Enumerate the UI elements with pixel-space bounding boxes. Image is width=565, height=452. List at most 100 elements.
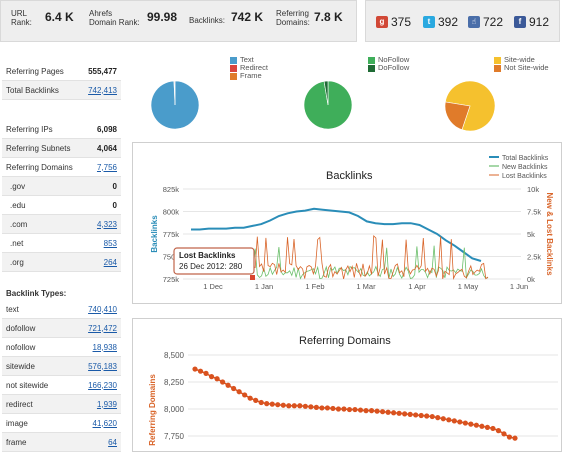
- google-share[interactable]: g 375: [376, 15, 411, 29]
- data-point[interactable]: [302, 403, 308, 409]
- data-point[interactable]: [330, 405, 336, 412]
- row-label: .edu: [10, 200, 26, 210]
- data-point[interactable]: [242, 392, 248, 398]
- legend-item[interactable]: Redirect: [230, 64, 268, 72]
- data-point[interactable]: [512, 435, 518, 441]
- row-label: .gov: [10, 181, 26, 191]
- legend-item[interactable]: NoFollow: [368, 56, 409, 64]
- data-point[interactable]: [446, 417, 452, 423]
- row-value-link[interactable]: 740,410: [88, 304, 117, 314]
- twitter-share[interactable]: t 392: [423, 15, 458, 29]
- data-point[interactable]: [324, 405, 331, 411]
- data-point[interactable]: [275, 402, 281, 408]
- data-point[interactable]: [203, 370, 209, 376]
- data-point[interactable]: [374, 408, 380, 414]
- data-point[interactable]: [490, 425, 496, 432]
- data-point[interactable]: [225, 382, 231, 388]
- data-point[interactable]: [308, 404, 314, 410]
- legend-item[interactable]: Text: [230, 56, 268, 64]
- data-point[interactable]: [258, 399, 264, 406]
- total-backlinks-line[interactable]: [191, 207, 482, 262]
- x-tick-label: 1 May: [458, 282, 479, 291]
- data-point[interactable]: [473, 422, 479, 428]
- legend-item[interactable]: Not Site-wide: [494, 64, 549, 72]
- data-point[interactable]: [402, 411, 408, 417]
- table-row: Total Backlinks 742,413: [2, 81, 121, 100]
- data-point[interactable]: [346, 406, 353, 413]
- data-point[interactable]: [335, 406, 342, 412]
- data-point[interactable]: [440, 416, 446, 422]
- data-point[interactable]: [297, 403, 303, 409]
- lost-backlinks-line[interactable]: [252, 234, 489, 280]
- data-point[interactable]: [253, 397, 259, 403]
- pie-slice[interactable]: [323, 80, 329, 106]
- row-value-link[interactable]: 4,323: [96, 219, 117, 229]
- tooltip-value: 26 Dec 2012: 280: [179, 262, 243, 271]
- refdomains-line[interactable]: [194, 368, 516, 439]
- data-point[interactable]: [424, 413, 430, 419]
- data-point[interactable]: [435, 415, 441, 421]
- data-point[interactable]: [313, 404, 319, 410]
- data-point[interactable]: [247, 395, 253, 401]
- new-backlinks-line[interactable]: [252, 245, 489, 280]
- data-point[interactable]: [479, 423, 485, 429]
- row-value-link[interactable]: 7,756: [96, 162, 117, 172]
- data-point[interactable]: [506, 434, 513, 440]
- data-point[interactable]: [280, 402, 286, 408]
- facebook-share[interactable]: f 912: [514, 15, 549, 29]
- data-point[interactable]: [192, 366, 198, 372]
- data-point[interactable]: [219, 379, 226, 385]
- data-point[interactable]: [197, 368, 204, 374]
- data-point[interactable]: [391, 410, 397, 416]
- data-point[interactable]: [291, 403, 297, 409]
- data-point[interactable]: [468, 421, 474, 427]
- like-share[interactable]: ☝ 722: [468, 15, 503, 29]
- table-row: .gov 0: [2, 177, 121, 196]
- legend-item[interactable]: Frame: [230, 72, 268, 80]
- legend-swatch: [494, 56, 501, 64]
- data-point[interactable]: [457, 419, 463, 425]
- data-point[interactable]: [429, 413, 435, 420]
- data-point[interactable]: [462, 420, 468, 426]
- pie-slice[interactable]: [444, 101, 471, 131]
- data-point[interactable]: [352, 406, 358, 413]
- legend-item[interactable]: DoFollow: [368, 64, 409, 72]
- row-value-link[interactable]: 742,413: [88, 85, 117, 95]
- data-point[interactable]: [501, 431, 507, 437]
- row-value-link[interactable]: 41,620: [92, 418, 117, 428]
- data-point[interactable]: [385, 409, 391, 415]
- data-point[interactable]: [319, 405, 325, 411]
- summary-table: Referring Pages 555,477 Total Backlinks 742…: [2, 62, 121, 100]
- row-value-link[interactable]: 166,230: [88, 380, 117, 390]
- legend-item[interactable]: Site-wide: [494, 56, 549, 64]
- data-point[interactable]: [451, 418, 457, 424]
- data-point[interactable]: [418, 412, 424, 419]
- data-point[interactable]: [269, 401, 275, 407]
- row-value-link[interactable]: 264: [103, 257, 117, 267]
- row-value-link[interactable]: 18,938: [92, 342, 117, 352]
- row-value-link[interactable]: 64: [108, 437, 117, 447]
- row-value-link[interactable]: 721,472: [88, 323, 117, 333]
- backlink-types-title: Backlink Types:: [6, 289, 67, 298]
- data-point[interactable]: [484, 424, 491, 430]
- data-point[interactable]: [231, 385, 237, 392]
- tooltip-marker: [250, 275, 255, 280]
- data-point[interactable]: [208, 374, 215, 380]
- y-axis-label: Referring Domains: [148, 374, 157, 446]
- data-point[interactable]: [357, 407, 364, 413]
- data-point[interactable]: [396, 410, 402, 416]
- data-point[interactable]: [379, 409, 386, 415]
- data-point[interactable]: [363, 408, 369, 414]
- data-point[interactable]: [495, 428, 502, 434]
- row-value-link[interactable]: 1,939: [96, 399, 117, 409]
- data-point[interactable]: [341, 406, 347, 412]
- data-point[interactable]: [236, 389, 242, 395]
- data-point[interactable]: [407, 411, 413, 417]
- data-point[interactable]: [413, 412, 419, 418]
- data-point[interactable]: [368, 408, 375, 414]
- data-point[interactable]: [286, 403, 292, 409]
- row-value-link[interactable]: 576,183: [88, 361, 117, 371]
- data-point[interactable]: [214, 376, 220, 382]
- data-point[interactable]: [264, 401, 270, 407]
- row-value-link[interactable]: 853: [103, 238, 117, 248]
